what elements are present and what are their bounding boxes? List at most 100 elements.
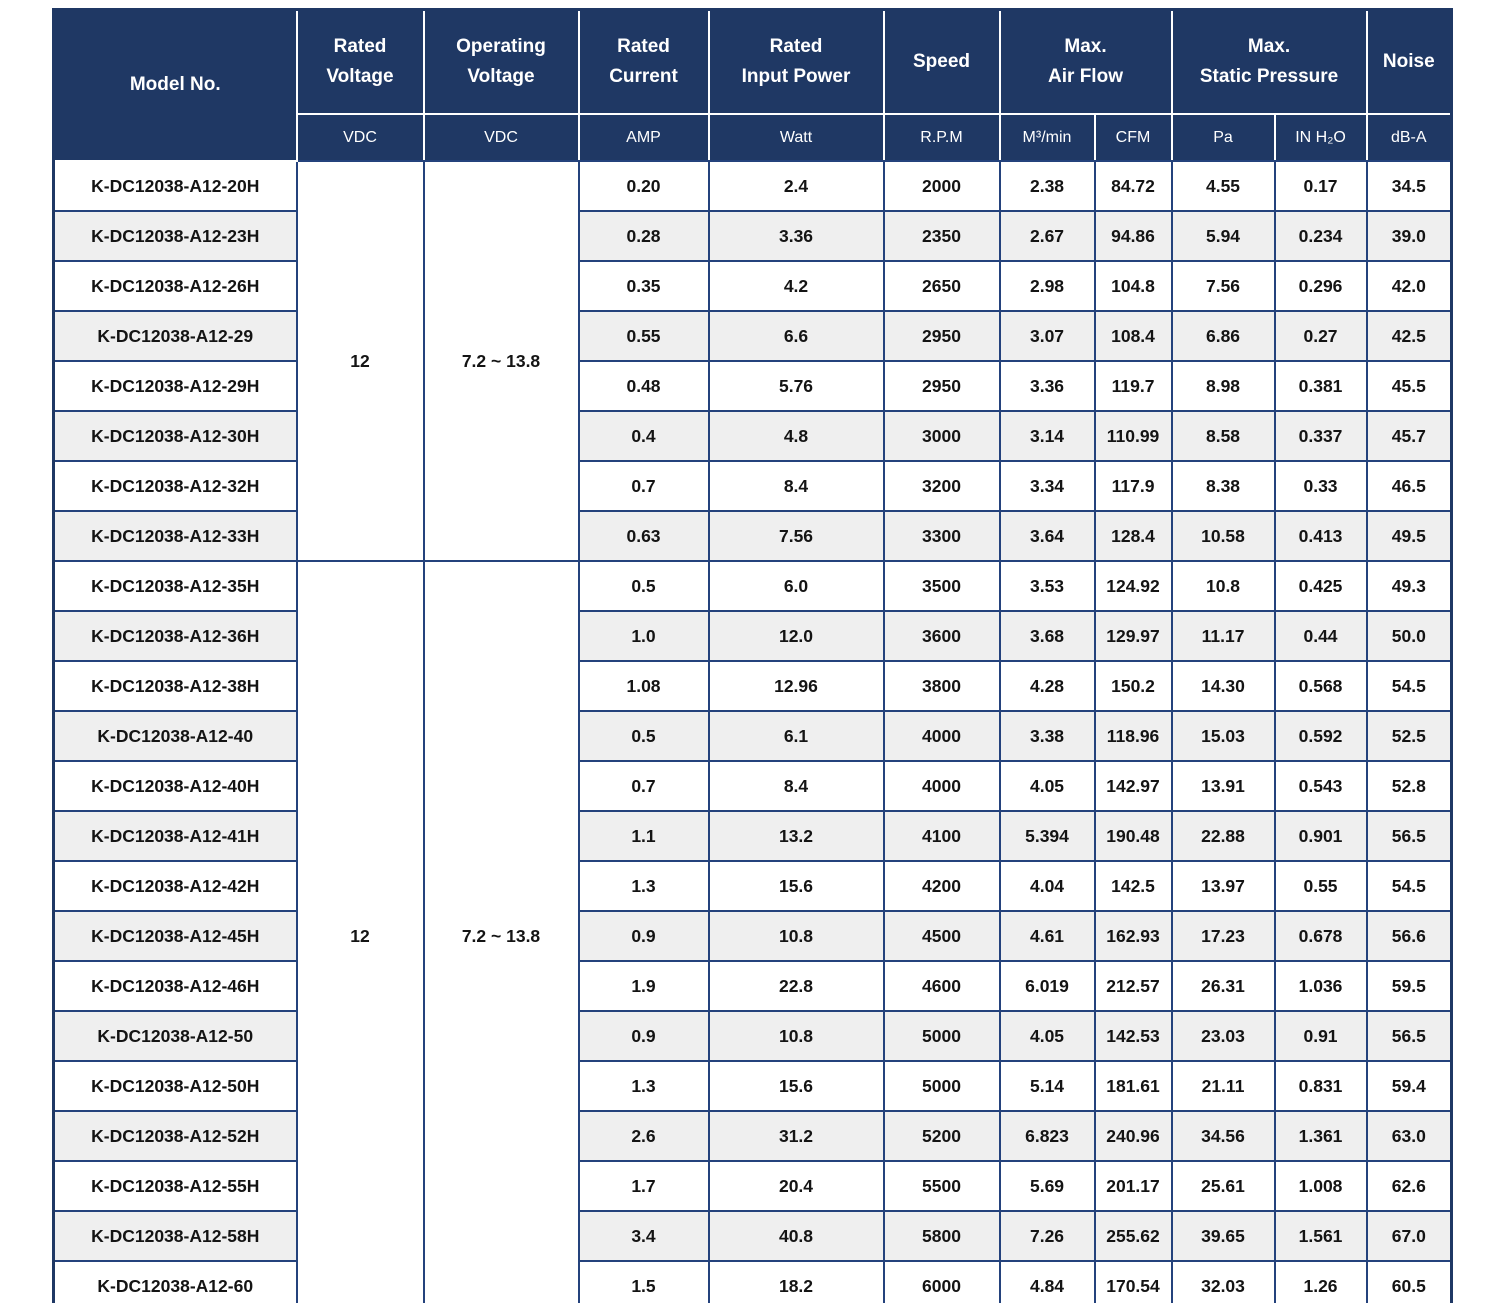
- airflow-m3min-cell: 3.68: [998, 610, 1096, 662]
- rated-voltage-merged-cell: 12: [295, 160, 425, 562]
- airflow-cfm-cell: 162.93: [1093, 910, 1173, 962]
- rated-voltage-merged-cell: 12: [295, 560, 425, 1303]
- pressure-pa-cell: 10.8: [1170, 560, 1276, 612]
- pressure-pa-cell: 32.03: [1170, 1260, 1276, 1303]
- airflow-m3min-cell: 6.019: [998, 960, 1096, 1012]
- table-row: K-DC12038-A12-60 1.5 18.2 6000 4.84 170.54 32.…: [52, 1260, 1453, 1303]
- speed-cell: 5500: [882, 1160, 1001, 1212]
- speed-cell: 2950: [882, 360, 1001, 412]
- rated-input-power-cell: 4.8: [707, 410, 885, 462]
- model-cell: K-DC12038-A12-60: [52, 1260, 298, 1303]
- airflow-m3min-cell: 3.36: [998, 360, 1096, 412]
- table-row: K-DC12038-A12-58H 3.4 40.8 5800 7.26 255.62 39…: [52, 1210, 1453, 1262]
- speed-cell: 4500: [882, 910, 1001, 962]
- table-row: K-DC12038-A12-23H 0.28 3.36 2350 2.67 94.86 5.…: [52, 210, 1453, 262]
- rated-input-power-cell: 15.6: [707, 1060, 885, 1112]
- speed-cell: 5000: [882, 1060, 1001, 1112]
- table-row: K-DC12038-A12-32H 0.7 8.4 3200 3.34 117.9 8.38…: [52, 460, 1453, 512]
- speed-cell: 3000: [882, 410, 1001, 462]
- noise-cell: 67.0: [1365, 1210, 1453, 1262]
- airflow-cfm-cell: 142.53: [1093, 1010, 1173, 1062]
- rated-input-power-cell: 10.8: [707, 1010, 885, 1062]
- pressure-inh2o-cell: 0.413: [1273, 510, 1368, 562]
- noise-cell: 50.0: [1365, 610, 1453, 662]
- speed-cell: 3600: [882, 610, 1001, 662]
- airflow-cfm-cell: 240.96: [1093, 1110, 1173, 1162]
- noise-cell: 56.5: [1365, 810, 1453, 862]
- speed-cell: 3500: [882, 560, 1001, 612]
- speed-cell: 5000: [882, 1010, 1001, 1062]
- airflow-m3min-cell: 5.14: [998, 1060, 1096, 1112]
- speed-cell: 4000: [882, 760, 1001, 812]
- model-cell: K-DC12038-A12-29H: [52, 360, 298, 412]
- pressure-pa-cell: 23.03: [1170, 1010, 1276, 1062]
- pressure-inh2o-cell: 0.568: [1273, 660, 1368, 712]
- speed-cell: 5800: [882, 1210, 1001, 1262]
- table-row: K-DC12038-A12-29H 0.48 5.76 2950 3.36 119.7 8.…: [52, 360, 1453, 412]
- noise-cell: 56.6: [1365, 910, 1453, 962]
- rated-current-cell: 1.0: [577, 610, 710, 662]
- airflow-cfm-cell: 110.99: [1093, 410, 1173, 462]
- airflow-m3min-cell: 3.64: [998, 510, 1096, 562]
- pressure-pa-cell: 39.65: [1170, 1210, 1276, 1262]
- model-cell: K-DC12038-A12-38H: [52, 660, 298, 712]
- speed-cell: 4200: [882, 860, 1001, 912]
- pressure-pa-cell: 15.03: [1170, 710, 1276, 762]
- pressure-inh2o-cell: 0.44: [1273, 610, 1368, 662]
- speed-cell: 5200: [882, 1110, 1001, 1162]
- airflow-m3min-cell: 7.26: [998, 1210, 1096, 1262]
- airflow-cfm-cell: 94.86: [1093, 210, 1173, 262]
- unit-rated-current: AMP: [577, 113, 710, 162]
- rated-input-power-cell: 3.36: [707, 210, 885, 262]
- airflow-cfm-cell: 84.72: [1093, 160, 1173, 212]
- pressure-pa-cell: 6.86: [1170, 310, 1276, 362]
- rated-input-power-cell: 10.8: [707, 910, 885, 962]
- airflow-cfm-cell: 150.2: [1093, 660, 1173, 712]
- rated-current-cell: 0.35: [577, 260, 710, 312]
- unit-rated-input-power: Watt: [707, 113, 885, 162]
- speed-cell: 2950: [882, 310, 1001, 362]
- rated-current-cell: 0.9: [577, 1010, 710, 1062]
- rated-input-power-cell: 18.2: [707, 1260, 885, 1303]
- table-row: K-DC12038-A12-41H 1.1 13.2 4100 5.394 190.48 2…: [52, 810, 1453, 862]
- pressure-inh2o-cell: 0.17: [1273, 160, 1368, 212]
- pressure-inh2o-cell: 1.26: [1273, 1260, 1368, 1303]
- table-row: K-DC12038-A12-40H 0.7 8.4 4000 4.05 142.97 13.…: [52, 760, 1453, 812]
- unit-pressure-inh2o: IN H₂O: [1273, 113, 1368, 162]
- pressure-inh2o-cell: 0.33: [1273, 460, 1368, 512]
- noise-cell: 60.5: [1365, 1260, 1453, 1303]
- speed-cell: 4000: [882, 710, 1001, 762]
- noise-cell: 63.0: [1365, 1110, 1453, 1162]
- model-cell: K-DC12038-A12-40: [52, 710, 298, 762]
- pressure-inh2o-cell: 0.27: [1273, 310, 1368, 362]
- pressure-inh2o-cell: 0.296: [1273, 260, 1368, 312]
- pressure-inh2o-cell: 0.381: [1273, 360, 1368, 412]
- operating-voltage-merged-cell: 7.2 ~ 13.8: [422, 160, 580, 562]
- airflow-cfm-cell: 129.97: [1093, 610, 1173, 662]
- table-row: K-DC12038-A12-52H 2.6 31.2 5200 6.823 240.96 3…: [52, 1110, 1453, 1162]
- column-header-rated-current: Rated Current: [577, 8, 710, 115]
- noise-cell: 49.3: [1365, 560, 1453, 612]
- table-row: K-DC12038-A12-20H 12 7.2 ~ 13.8 0.20 2.4 2000…: [52, 160, 1453, 562]
- rated-current-cell: 2.6: [577, 1110, 710, 1162]
- noise-cell: 59.4: [1365, 1060, 1453, 1112]
- pressure-inh2o-cell: 0.678: [1273, 910, 1368, 962]
- rated-input-power-cell: 2.4: [707, 160, 885, 212]
- airflow-m3min-cell: 3.07: [998, 310, 1096, 362]
- speed-cell: 3300: [882, 510, 1001, 562]
- unit-airflow-m3min: M³/min: [998, 113, 1096, 162]
- model-cell: K-DC12038-A12-29: [52, 310, 298, 362]
- rated-input-power-cell: 6.0: [707, 560, 885, 612]
- pressure-inh2o-cell: 0.337: [1273, 410, 1368, 462]
- rated-current-cell: 3.4: [577, 1210, 710, 1262]
- airflow-m3min-cell: 5.394: [998, 810, 1096, 862]
- column-header-model: Model No.: [52, 8, 298, 162]
- rated-current-cell: 1.5: [577, 1260, 710, 1303]
- rated-input-power-cell: 31.2: [707, 1110, 885, 1162]
- pressure-pa-cell: 25.61: [1170, 1160, 1276, 1212]
- rated-input-power-cell: 15.6: [707, 860, 885, 912]
- noise-cell: 49.5: [1365, 510, 1453, 562]
- pressure-inh2o-cell: 0.55: [1273, 860, 1368, 912]
- pressure-pa-cell: 8.98: [1170, 360, 1276, 412]
